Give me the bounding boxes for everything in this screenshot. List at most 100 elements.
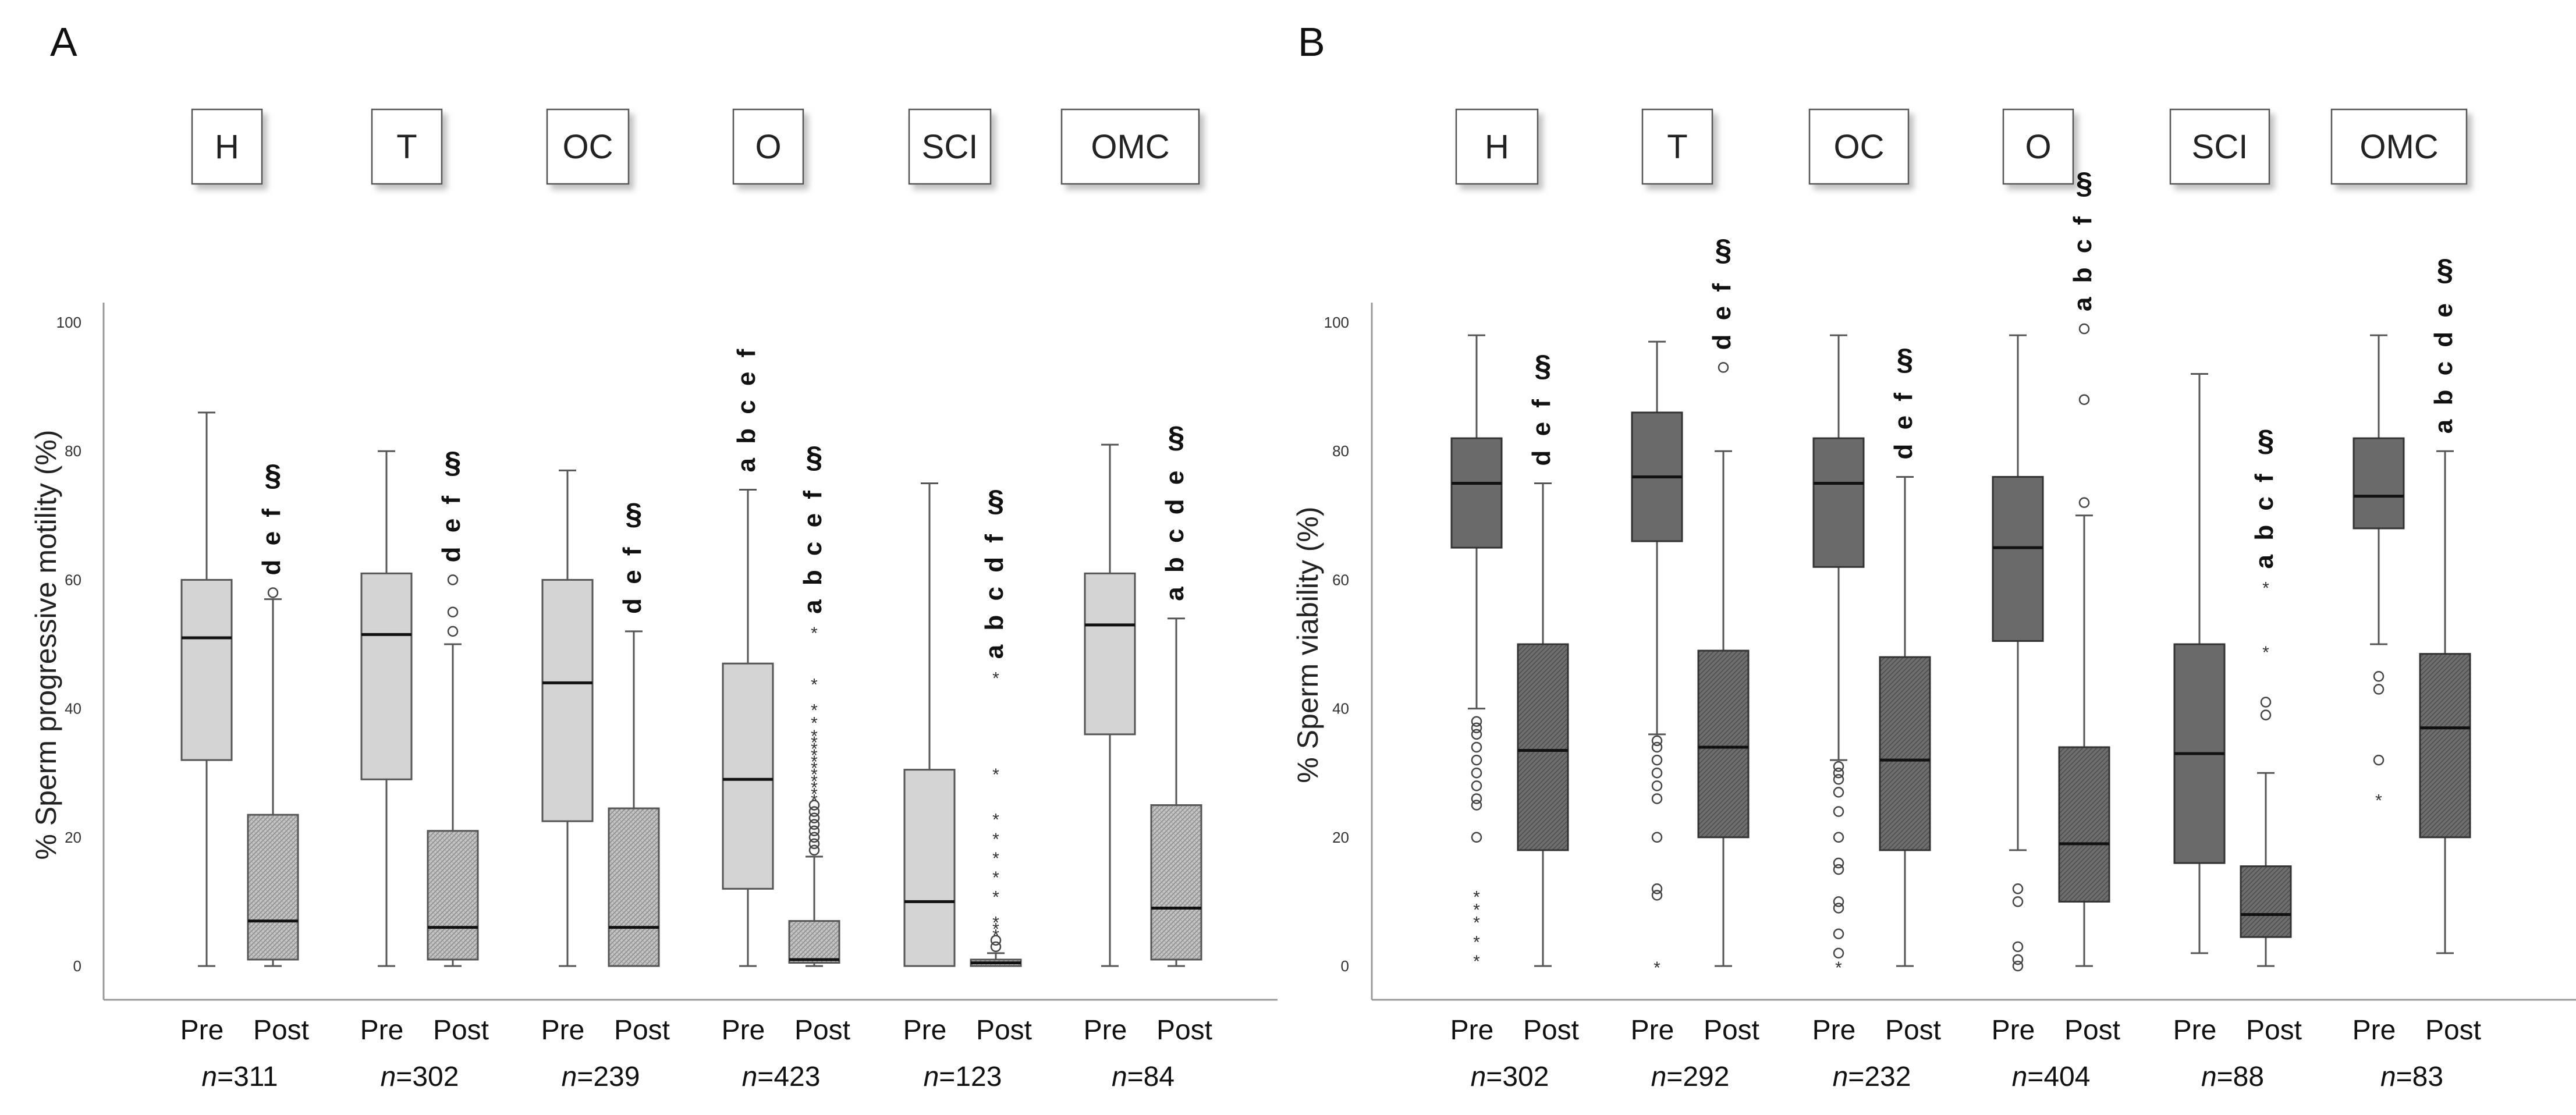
iqr-box [427,830,479,961]
outlier-circle [2373,671,2385,682]
outlier-circle [1471,800,1482,811]
outlier-star: * [1654,958,1660,978]
outlier-star: * [811,701,818,720]
sample-size-label: n=88 [2201,1061,2264,1092]
box-pre: * [2353,334,2405,810]
y-tick-label: 20 [65,829,81,846]
box-post [1879,475,1931,967]
iqr-box [1812,437,1865,568]
outlier-circle [1471,767,1482,779]
outlier-circle [2078,323,2090,335]
outlier-circle [1833,864,1844,875]
outlier-circle [447,606,459,617]
outlier-circle [2260,697,2272,708]
iqr-box [1084,572,1136,736]
box-post: *************** [788,624,840,967]
outlier-circle [2012,960,2024,972]
outlier-circle [1651,793,1663,804]
outlier-star: * [992,765,999,784]
outlier-star: * [811,752,818,772]
group-header-box [2330,108,2468,185]
phase-label-pre: Pre [2353,1015,2396,1046]
significance-letters: d e f [1708,280,1736,350]
outlier-circle [808,844,820,856]
outlier-circle [447,626,459,637]
outlier-star: * [1473,933,1480,952]
significance-symbol: § [2258,424,2275,457]
group-header-label: T [1667,128,1687,166]
y-axis-label: % Sperm progressive motility (%) [30,429,62,860]
phase-label-pre: Pre [1631,1015,1674,1046]
outlier-star: * [2262,643,2269,662]
phase-label-pre: Pre [722,1015,765,1046]
group-header-box [908,108,992,185]
y-tick-label: 20 [1332,829,1349,846]
significance-symbol: § [806,441,823,474]
sample-size-label: n=239 [562,1061,640,1092]
group-header-box [546,108,630,185]
iqr-box [1879,656,1931,851]
phase-label-post: Post [2064,1015,2120,1046]
box-pre [541,469,594,967]
outlier-star: * [992,811,999,830]
outlier-circle [808,806,820,817]
significance-symbol: § [1897,343,1914,377]
iqr-box [608,807,660,967]
phase-label-pre: Pre [1812,1015,1856,1046]
group-omc: OMC * a b c d e § Pre Post n=83 [2330,108,2481,1092]
iqr-box [360,572,413,780]
outlier-star: * [811,733,818,752]
phase-label-post: Post [2425,1015,2481,1046]
group-header-box [1641,108,1713,185]
outlier-star: * [811,765,818,784]
box-post [427,574,479,967]
significance-symbol: § [2437,253,2454,287]
outlier-circle [1833,774,1844,785]
box-post [1150,617,1202,967]
phase-label-post: Post [1523,1015,1579,1046]
phase-label-pre: Pre [2173,1015,2217,1046]
y-tick-label: 80 [65,442,81,460]
box-post [2058,323,2110,967]
box-pre [722,489,774,967]
outlier-star: * [2375,791,2382,810]
y-tick-label: 60 [65,571,81,588]
sample-size-label: n=302 [1471,1061,1549,1092]
outlier-circle [2012,954,2024,965]
sample-size-label: n=311 [201,1061,278,1092]
outlier-circle [2373,684,2385,695]
group-header-label: H [1485,128,1509,166]
group-oc: OC * d e f § Pre Post n=232 [1808,108,1941,1092]
outlier-star: * [992,830,999,849]
group-t: Td e f § Pre Post n=302 [360,108,489,1092]
group-header-label: SCI [2192,128,2248,166]
outlier-star: * [1473,914,1480,933]
significance-symbol: § [626,497,643,531]
outlier-circle [2078,497,2090,508]
phase-label-pre: Pre [1992,1015,2035,1046]
significance-letters: d e f [1527,396,1556,466]
phase-label-post: Post [1885,1015,1941,1046]
outlier-star: * [992,868,999,887]
significance-letters: a b c e f [799,487,827,614]
outlier-circle [1833,928,1844,939]
group-header-label: OMC [1091,128,1169,166]
outlier-circle [1651,754,1663,766]
outlier-circle [1651,890,1663,901]
outlier-circle [2012,896,2024,907]
y-tick-label: 40 [1332,700,1349,718]
outlier-star: * [811,778,818,797]
iqr-box [180,578,233,761]
significance-symbol: § [1535,349,1552,383]
outlier-circle [2078,394,2090,405]
outlier-circle [1833,832,1844,843]
sample-size-label: n=123 [924,1061,1002,1092]
outlier-circle [1471,780,1482,791]
outlier-circle [447,574,459,585]
outlier-star: * [811,759,818,778]
iqr-box [1517,643,1569,851]
group-header-box [191,108,263,185]
significance-letters: d e f [257,505,286,575]
